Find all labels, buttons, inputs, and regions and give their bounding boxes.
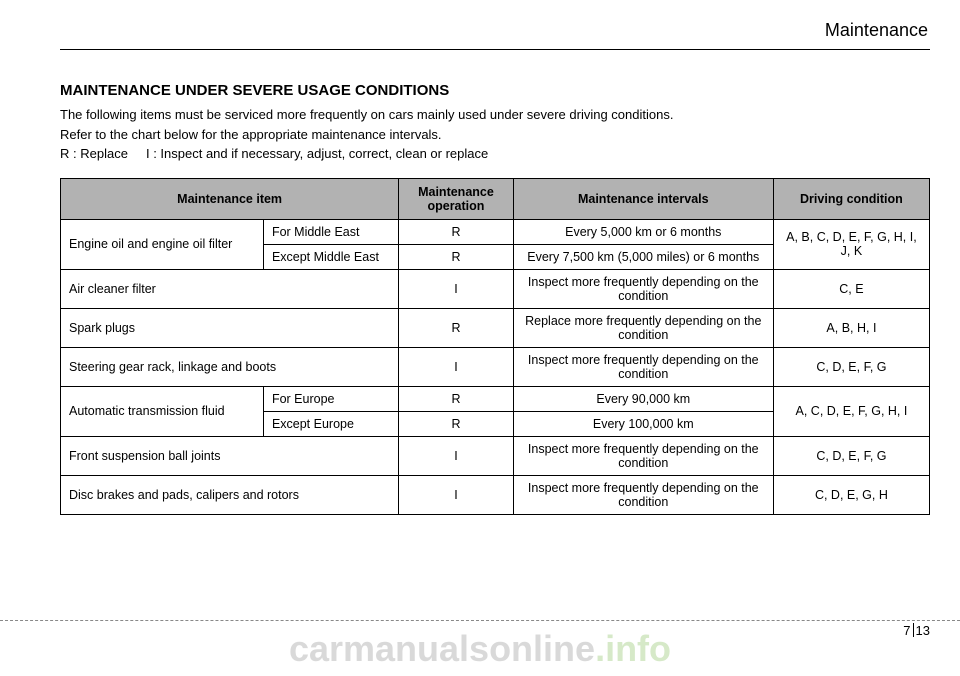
cell-engine-oil-label: Engine oil and engine oil filter [61, 219, 264, 269]
cell-auto-sub1: For Europe [263, 386, 398, 411]
intro-line-1: The following items must be serviced mor… [60, 105, 930, 125]
cell-steer-op: I [399, 347, 513, 386]
cell-disc-int: Inspect more frequently depending on the… [513, 475, 773, 514]
page-number-separator [913, 623, 914, 637]
watermark-text-1: carmanualsonline [289, 628, 595, 669]
cell-auto-cond: A, C, D, E, F, G, H, I [773, 386, 929, 436]
cell-engine-oil-op1: R [399, 219, 513, 244]
cell-front-int: Inspect more frequently depending on the… [513, 436, 773, 475]
page-header: Maintenance [60, 20, 930, 50]
intro-text: The following items must be serviced mor… [60, 105, 930, 164]
cell-engine-oil-int2: Every 7,500 km (5,000 miles) or 6 months [513, 244, 773, 269]
table-row: Front suspension ball joints I Inspect m… [61, 436, 930, 475]
page-number-right: 13 [916, 623, 930, 638]
page-number-left: 7 [903, 623, 910, 638]
cell-steer-int: Inspect more frequently depending on the… [513, 347, 773, 386]
cell-engine-oil-sub1: For Middle East [263, 219, 398, 244]
intro-line-3: R : Replace I : Inspect and if necessary… [60, 144, 930, 164]
cell-auto-int1: Every 90,000 km [513, 386, 773, 411]
cell-steer-cond: C, D, E, F, G [773, 347, 929, 386]
cell-spark-cond: A, B, H, I [773, 308, 929, 347]
section-title: MAINTENANCE UNDER SEVERE USAGE CONDITION… [60, 82, 930, 99]
cell-auto-op1: R [399, 386, 513, 411]
footer-divider [0, 620, 960, 621]
cell-front-cond: C, D, E, F, G [773, 436, 929, 475]
intro-line-2: Refer to the chart below for the appropr… [60, 125, 930, 145]
th-operation: Maintenance operation [399, 178, 513, 219]
cell-steer-label: Steering gear rack, linkage and boots [61, 347, 399, 386]
table-row: Air cleaner filter I Inspect more freque… [61, 269, 930, 308]
cell-spark-int: Replace more frequently depending on the… [513, 308, 773, 347]
cell-engine-oil-cond: A, B, C, D, E, F, G, H, I, J, K [773, 219, 929, 269]
table-row: Disc brakes and pads, calipers and rotor… [61, 475, 930, 514]
cell-disc-op: I [399, 475, 513, 514]
watermark: carmanualsonline.info [0, 628, 960, 670]
watermark-text-2: .info [595, 628, 671, 669]
table-row: Steering gear rack, linkage and boots I … [61, 347, 930, 386]
table-row: Engine oil and engine oil filter For Mid… [61, 219, 930, 244]
cell-air-cond: C, E [773, 269, 929, 308]
cell-auto-sub2: Except Europe [263, 411, 398, 436]
cell-auto-op2: R [399, 411, 513, 436]
cell-air-int: Inspect more frequently depending on the… [513, 269, 773, 308]
th-item: Maintenance item [61, 178, 399, 219]
table-row: Spark plugs R Replace more frequently de… [61, 308, 930, 347]
cell-disc-cond: C, D, E, G, H [773, 475, 929, 514]
cell-spark-op: R [399, 308, 513, 347]
th-intervals: Maintenance intervals [513, 178, 773, 219]
cell-air-op: I [399, 269, 513, 308]
cell-auto-int2: Every 100,000 km [513, 411, 773, 436]
header-title: Maintenance [825, 20, 930, 40]
cell-engine-oil-sub2: Except Middle East [263, 244, 398, 269]
cell-air-label: Air cleaner filter [61, 269, 399, 308]
page-number: 7 13 [903, 623, 930, 638]
maintenance-table: Maintenance item Maintenance operation M… [60, 178, 930, 515]
cell-front-label: Front suspension ball joints [61, 436, 399, 475]
cell-disc-label: Disc brakes and pads, calipers and rotor… [61, 475, 399, 514]
cell-auto-label: Automatic transmission fluid [61, 386, 264, 436]
cell-engine-oil-int1: Every 5,000 km or 6 months [513, 219, 773, 244]
cell-engine-oil-op2: R [399, 244, 513, 269]
cell-spark-label: Spark plugs [61, 308, 399, 347]
th-condition: Driving condition [773, 178, 929, 219]
table-header-row: Maintenance item Maintenance operation M… [61, 178, 930, 219]
cell-front-op: I [399, 436, 513, 475]
table-row: Automatic transmission fluid For Europe … [61, 386, 930, 411]
